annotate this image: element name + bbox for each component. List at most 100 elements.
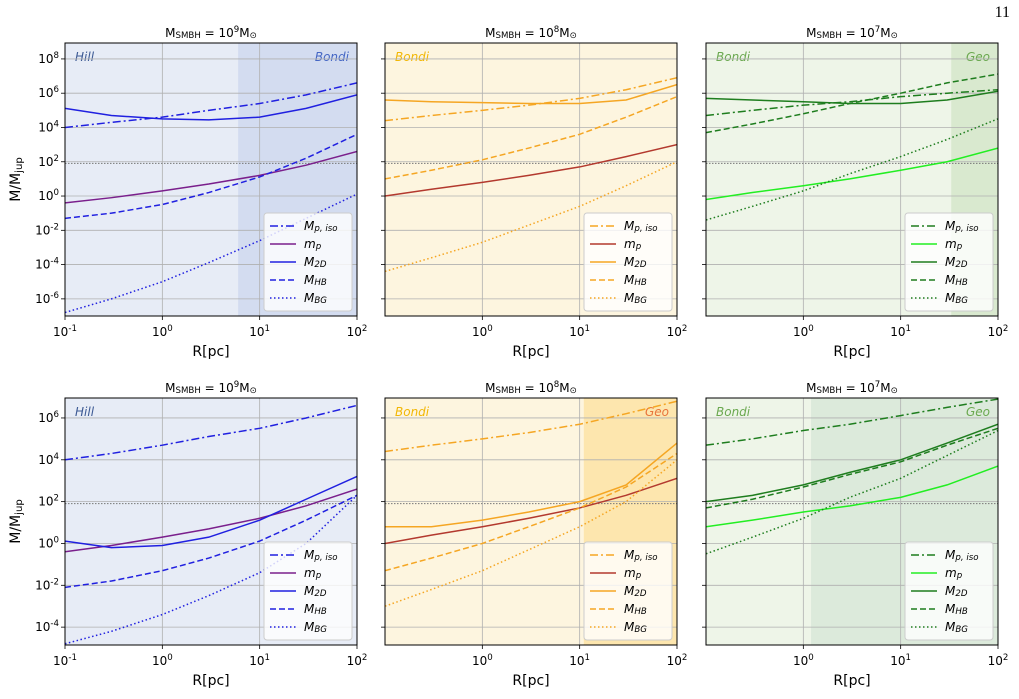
series-line xyxy=(385,161,677,273)
chart-title: MSMBH = 107M⊙ xyxy=(806,380,898,396)
x-tick-label: 100 xyxy=(793,324,814,339)
series-line xyxy=(65,82,357,129)
legend-label: MBG xyxy=(624,291,647,306)
series-line xyxy=(385,143,677,197)
legend-label: Mp, iso xyxy=(304,548,337,563)
x-tick-label: 100 xyxy=(472,653,493,668)
plot-frame xyxy=(705,397,999,646)
panel: Hill 10-1 100 101 102 10-4 10-2 100 102 104 106 Mp,… xyxy=(8,380,367,689)
plot-frame xyxy=(705,42,999,317)
series-line xyxy=(385,83,677,105)
y-tick-label: 100 xyxy=(38,188,59,203)
series-line xyxy=(385,442,677,528)
region-label: Hill xyxy=(75,405,95,419)
x-tick-label: 102 xyxy=(988,653,1009,668)
y-tick-label: 102 xyxy=(38,154,59,169)
y-tick-label: 106 xyxy=(38,85,59,100)
series-line xyxy=(65,475,357,549)
series-line xyxy=(65,193,357,314)
series-line xyxy=(65,488,357,553)
series-line xyxy=(706,118,998,221)
legend-box xyxy=(904,541,994,641)
legend-box xyxy=(583,212,673,312)
series-line xyxy=(706,423,998,503)
legend-label: MHB xyxy=(304,273,327,288)
legend-box xyxy=(263,541,353,641)
legend-box xyxy=(583,541,673,641)
legend-label: MBG xyxy=(304,291,327,306)
x-tick-label: 101 xyxy=(569,324,590,339)
plot-frame xyxy=(64,42,358,317)
series-line xyxy=(706,398,998,446)
series-line xyxy=(706,429,998,555)
legend-label: MBG xyxy=(304,620,327,635)
series-line xyxy=(385,459,677,607)
series-line xyxy=(706,88,998,117)
legend-label: MHB xyxy=(624,273,647,288)
legend: Mp, iso mp M2D MHB MBG xyxy=(263,212,353,312)
legend-label: M2D xyxy=(304,584,327,599)
x-tick-label: 100 xyxy=(472,324,493,339)
legend-label: mp xyxy=(304,566,322,581)
legend-label: Mp, iso xyxy=(304,219,337,234)
x-axis-label: R[pc] xyxy=(512,344,549,360)
panel: Bondi Geo 100 101 102 Mp, iso mp M2D MHB MBG MSMBH… xyxy=(702,25,1008,360)
x-tick-label: 101 xyxy=(569,653,590,668)
x-tick-label: 101 xyxy=(249,324,270,339)
legend-label: mp xyxy=(624,566,642,581)
x-tick-label: 101 xyxy=(890,653,911,668)
series-line xyxy=(706,147,998,201)
region-label: Geo xyxy=(966,50,990,64)
y-axis-label: M/Mjup xyxy=(8,499,25,543)
legend-label: Mp, iso xyxy=(624,548,657,563)
region-label: Bondi xyxy=(716,50,751,64)
series-line xyxy=(706,465,998,528)
series-line xyxy=(385,95,677,180)
region-label: Bondi xyxy=(395,50,430,64)
y-tick-label: 10-4 xyxy=(35,619,59,634)
series-line xyxy=(385,452,677,572)
page-number: 11 xyxy=(994,4,1010,21)
x-axis-label: R[pc] xyxy=(192,673,229,689)
x-tick-label: 101 xyxy=(249,653,270,668)
legend: Mp, iso mp M2D MHB MBG xyxy=(904,541,994,641)
legend-label: M2D xyxy=(945,255,968,270)
series-line xyxy=(65,494,357,589)
legend-label: Mp, iso xyxy=(945,548,978,563)
panel: Bondi Geo 100 101 102 Mp, iso mp M2D MHB MBG MSMBH… xyxy=(381,380,687,689)
y-tick-label: 108 xyxy=(38,51,59,66)
chart-title: MSMBH = 109M⊙ xyxy=(165,25,257,41)
x-tick-label: 102 xyxy=(667,324,688,339)
region xyxy=(65,43,239,316)
legend-label: M2D xyxy=(624,255,647,270)
legend-label: MBG xyxy=(945,291,968,306)
chart-title: MSMBH = 108M⊙ xyxy=(485,380,577,396)
legend-label: M2D xyxy=(624,584,647,599)
legend-label: mp xyxy=(945,566,963,581)
legend: Mp, iso mp M2D MHB MBG xyxy=(904,212,994,312)
series-line xyxy=(385,477,677,545)
legend-box xyxy=(904,212,994,312)
series-line xyxy=(65,133,357,220)
x-tick-label: 100 xyxy=(152,324,173,339)
legend-label: mp xyxy=(945,237,963,252)
region-label: Bondi xyxy=(315,50,350,64)
x-tick-label: 102 xyxy=(667,653,688,668)
region-label: Bondi xyxy=(395,405,430,419)
legend-label: M2D xyxy=(304,255,327,270)
y-axis-label: M/Mjup xyxy=(8,157,25,201)
y-tick-label: 100 xyxy=(38,535,59,550)
series-line xyxy=(65,150,357,204)
x-tick-label: 100 xyxy=(793,653,814,668)
y-tick-label: 102 xyxy=(38,494,59,509)
legend-label: MHB xyxy=(624,602,647,617)
x-axis-label: R[pc] xyxy=(192,344,229,360)
series-line xyxy=(65,404,357,461)
y-tick-label: 106 xyxy=(38,410,59,425)
chart-title: MSMBH = 107M⊙ xyxy=(806,25,898,41)
x-tick-label: 102 xyxy=(988,324,1009,339)
x-tick-label: 10-1 xyxy=(53,324,77,339)
legend-label: mp xyxy=(624,237,642,252)
